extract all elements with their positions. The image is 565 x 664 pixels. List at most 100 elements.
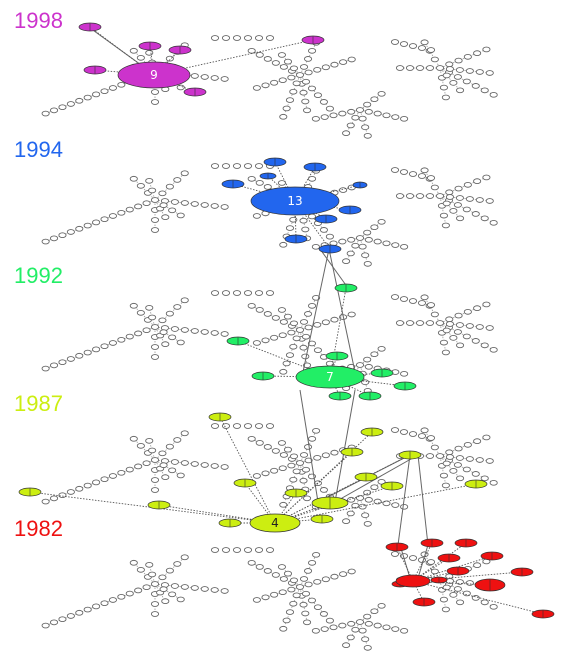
ghost-node xyxy=(134,203,143,210)
ghost-node xyxy=(278,332,287,339)
ghost-edge xyxy=(359,109,369,136)
ghost-node xyxy=(303,444,313,450)
ghost-node xyxy=(435,320,445,326)
ghost-node xyxy=(465,456,474,462)
hub-node xyxy=(295,365,365,389)
ghost-node xyxy=(454,312,463,319)
ghost-node xyxy=(108,473,117,479)
ghost-edge xyxy=(281,442,301,464)
ghost-node xyxy=(170,459,179,465)
ghost-node xyxy=(210,463,219,469)
ghost-node xyxy=(180,554,189,561)
ghost-node xyxy=(261,594,270,601)
ghost-node xyxy=(473,50,482,56)
ghost-node xyxy=(308,560,317,566)
ghost-node xyxy=(270,334,279,341)
ghost-node xyxy=(442,460,451,467)
ghost-node xyxy=(370,608,379,615)
ghost-node xyxy=(255,564,264,570)
ghost-node xyxy=(279,241,288,248)
ghost-node xyxy=(176,596,185,603)
link-line xyxy=(319,248,349,289)
ghost-node xyxy=(319,99,328,105)
ghost-node xyxy=(301,590,311,597)
ghost-node xyxy=(150,457,160,463)
ghost-node xyxy=(325,233,334,240)
ghost-node xyxy=(399,169,409,175)
ghost-node xyxy=(347,496,356,503)
ghost-edge xyxy=(359,364,369,391)
ghost-node xyxy=(370,484,379,491)
ghost-node xyxy=(41,238,50,245)
ghost-node xyxy=(430,568,439,575)
ghost-edge xyxy=(359,621,369,648)
ghost-node xyxy=(462,333,471,340)
node-edge xyxy=(244,482,276,524)
ghost-node xyxy=(232,163,242,169)
ghost-node xyxy=(480,475,489,482)
ghost-node xyxy=(320,626,329,632)
ghost-node xyxy=(136,183,145,189)
ghost-node xyxy=(210,290,220,296)
year-label: 1987 xyxy=(14,391,63,416)
ghost-node xyxy=(442,72,451,79)
ghost-edge xyxy=(424,42,441,69)
ghost-node xyxy=(129,302,138,309)
ghost-node xyxy=(358,503,367,510)
ghost-node xyxy=(150,227,160,233)
ghost-node xyxy=(279,113,288,120)
ghost-node xyxy=(303,619,312,626)
ghost-node xyxy=(254,290,264,296)
ghost-node xyxy=(361,512,370,519)
ghost-node xyxy=(456,599,465,606)
ghost-node xyxy=(471,83,480,89)
ghost-node xyxy=(220,464,229,470)
ghost-node xyxy=(247,303,256,309)
ghost-node xyxy=(129,175,138,182)
ghost-edge xyxy=(439,67,447,98)
ghost-node xyxy=(347,56,356,63)
ghost-node xyxy=(289,600,298,607)
ghost-node xyxy=(308,48,317,54)
ghost-node xyxy=(475,324,484,330)
ghost-node xyxy=(482,434,491,441)
ghost-node xyxy=(270,79,279,86)
ghost-node xyxy=(321,64,330,71)
ghost-node xyxy=(161,474,170,480)
ghost-node xyxy=(301,353,310,360)
ghost-node xyxy=(200,202,209,208)
ghost-node xyxy=(190,461,199,467)
ghost-node xyxy=(395,320,405,326)
ghost-node xyxy=(254,547,264,553)
ghost-node xyxy=(232,423,242,429)
ghost-node xyxy=(150,344,160,350)
ghost-node xyxy=(58,492,67,499)
ghost-node xyxy=(200,74,209,80)
ghost-node xyxy=(480,342,489,349)
ghost-node xyxy=(313,321,322,328)
ghost-node xyxy=(158,190,167,197)
ghost-node xyxy=(304,324,313,331)
ghost-edge xyxy=(133,50,156,73)
ghost-edge xyxy=(359,221,382,239)
ghost-node xyxy=(471,471,480,477)
ghost-node xyxy=(351,114,360,121)
ghost-node xyxy=(210,203,219,209)
ghost-node xyxy=(210,35,220,41)
ghost-node xyxy=(342,130,351,137)
ghost-node xyxy=(363,101,372,108)
ghost-node xyxy=(252,340,261,346)
ghost-node xyxy=(83,482,92,489)
ghost-node xyxy=(180,430,189,437)
ghost-node xyxy=(278,77,287,84)
ghost-node xyxy=(338,238,347,245)
ghost-node xyxy=(176,472,185,479)
node-edge xyxy=(274,451,353,524)
node-edge xyxy=(274,483,477,524)
ghost-node xyxy=(150,217,160,223)
ghost-node xyxy=(435,65,445,71)
ghost-edge xyxy=(345,497,361,522)
ghost-node xyxy=(303,568,313,574)
ghost-node xyxy=(313,578,322,585)
ghost-node xyxy=(312,551,321,558)
